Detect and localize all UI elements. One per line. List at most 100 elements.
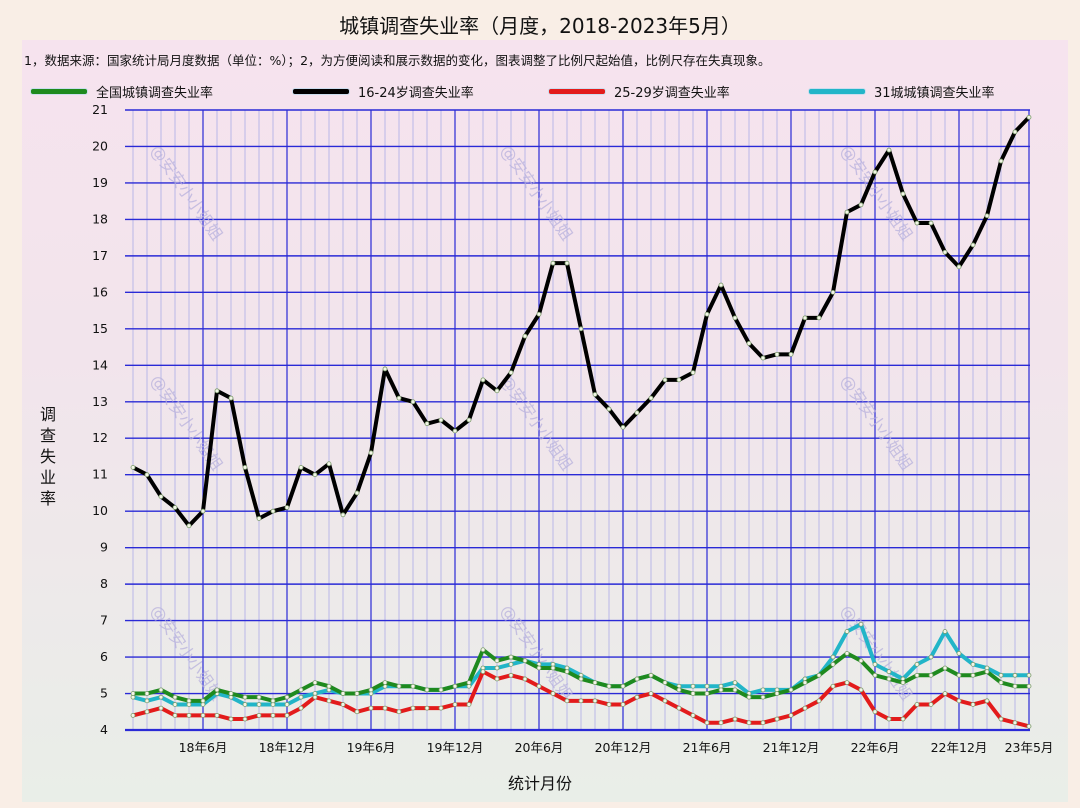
data-point (326, 683, 332, 689)
data-point (284, 694, 290, 700)
data-point (732, 315, 738, 321)
data-point (760, 355, 766, 361)
data-point (830, 683, 836, 689)
data-point (480, 647, 486, 653)
data-point (228, 395, 234, 401)
data-point (564, 669, 570, 675)
data-point (284, 713, 290, 718)
legend-label: 25-29岁调查失业率 (614, 86, 730, 101)
legend-item-16-24: 16-24岁调查失业率 (292, 82, 474, 101)
data-point (746, 720, 752, 726)
data-point (802, 705, 808, 711)
x-tick-label: 18年12月 (259, 740, 316, 755)
data-point (830, 654, 836, 660)
data-point (970, 242, 976, 248)
data-point (536, 683, 542, 689)
data-point (522, 333, 528, 339)
data-point (704, 311, 710, 317)
data-point (172, 694, 178, 700)
data-point (760, 720, 766, 726)
y-tick-label: 18 (92, 211, 108, 226)
data-point (424, 705, 430, 711)
chart-title: 城镇调查失业率（月度，2018-2023年5月） (339, 14, 741, 38)
y-tick-label: 17 (92, 248, 108, 263)
legend-swatch-cyan (808, 88, 866, 95)
data-point (144, 698, 150, 704)
data-point (550, 691, 556, 696)
data-point (872, 169, 878, 175)
data-point (690, 691, 696, 696)
data-point (620, 702, 626, 707)
data-point (816, 315, 822, 321)
data-point (620, 424, 626, 430)
data-point (158, 494, 164, 499)
data-point (676, 377, 682, 383)
data-point (886, 716, 892, 722)
data-point (732, 716, 738, 722)
y-tick-label: 6 (100, 649, 108, 664)
data-point (872, 709, 878, 715)
data-point (256, 702, 262, 707)
data-point (872, 661, 878, 667)
data-point (550, 260, 556, 266)
data-point (144, 691, 150, 696)
data-point (1026, 672, 1032, 678)
data-point (732, 680, 738, 685)
data-point (634, 410, 640, 416)
data-point (578, 698, 584, 704)
x-tick-label: 21年12月 (763, 740, 820, 755)
data-point (592, 392, 598, 397)
data-point (676, 687, 682, 693)
data-point (144, 709, 150, 715)
legend-item-31-city: 31城城镇调查失业率 (808, 82, 995, 101)
data-point (312, 694, 318, 700)
data-point (774, 351, 780, 357)
data-point (816, 698, 822, 704)
data-point (956, 698, 962, 704)
data-point (956, 672, 962, 678)
data-point (368, 687, 374, 693)
legend-swatch-green (30, 88, 88, 95)
data-point (914, 661, 920, 667)
data-point (354, 691, 360, 696)
data-point (1012, 720, 1018, 726)
data-point (956, 264, 962, 270)
legend-label: 全国城镇调查失业率 (96, 86, 214, 101)
data-point (956, 651, 962, 656)
data-point (494, 658, 500, 664)
data-point (816, 672, 822, 678)
data-point (410, 705, 416, 711)
data-point (984, 698, 990, 704)
data-point (298, 465, 304, 470)
x-tick-label: 22年12月 (931, 740, 988, 755)
data-point (396, 683, 402, 689)
data-point (312, 680, 318, 685)
data-point (914, 220, 920, 226)
data-point (368, 450, 374, 456)
x-tick-label: 20年12月 (595, 740, 652, 755)
data-point (508, 654, 514, 660)
data-point (508, 672, 514, 678)
data-point (326, 698, 332, 704)
data-point (130, 465, 136, 470)
data-point (256, 713, 262, 718)
data-point (214, 388, 220, 394)
data-point (214, 713, 220, 718)
data-point (438, 417, 444, 423)
data-point (578, 676, 584, 682)
watermark: @安安小小姐姐 (147, 141, 227, 244)
data-point (172, 702, 178, 707)
data-point (886, 147, 892, 153)
y-tick-label: 8 (100, 576, 108, 591)
data-point (466, 702, 472, 707)
x-tick-label: 21年6月 (683, 740, 732, 755)
data-point (494, 665, 500, 671)
data-point (886, 669, 892, 675)
y-tick-label: 4 (100, 722, 108, 737)
chart-note: 1，数据来源：国家统计局月度数据（单位：%）；2，为方便阅读和展示数据的变化，图… (24, 53, 771, 68)
legend-swatch-black (292, 88, 350, 95)
data-point (480, 377, 486, 383)
data-point (858, 621, 864, 627)
data-point (564, 698, 570, 704)
